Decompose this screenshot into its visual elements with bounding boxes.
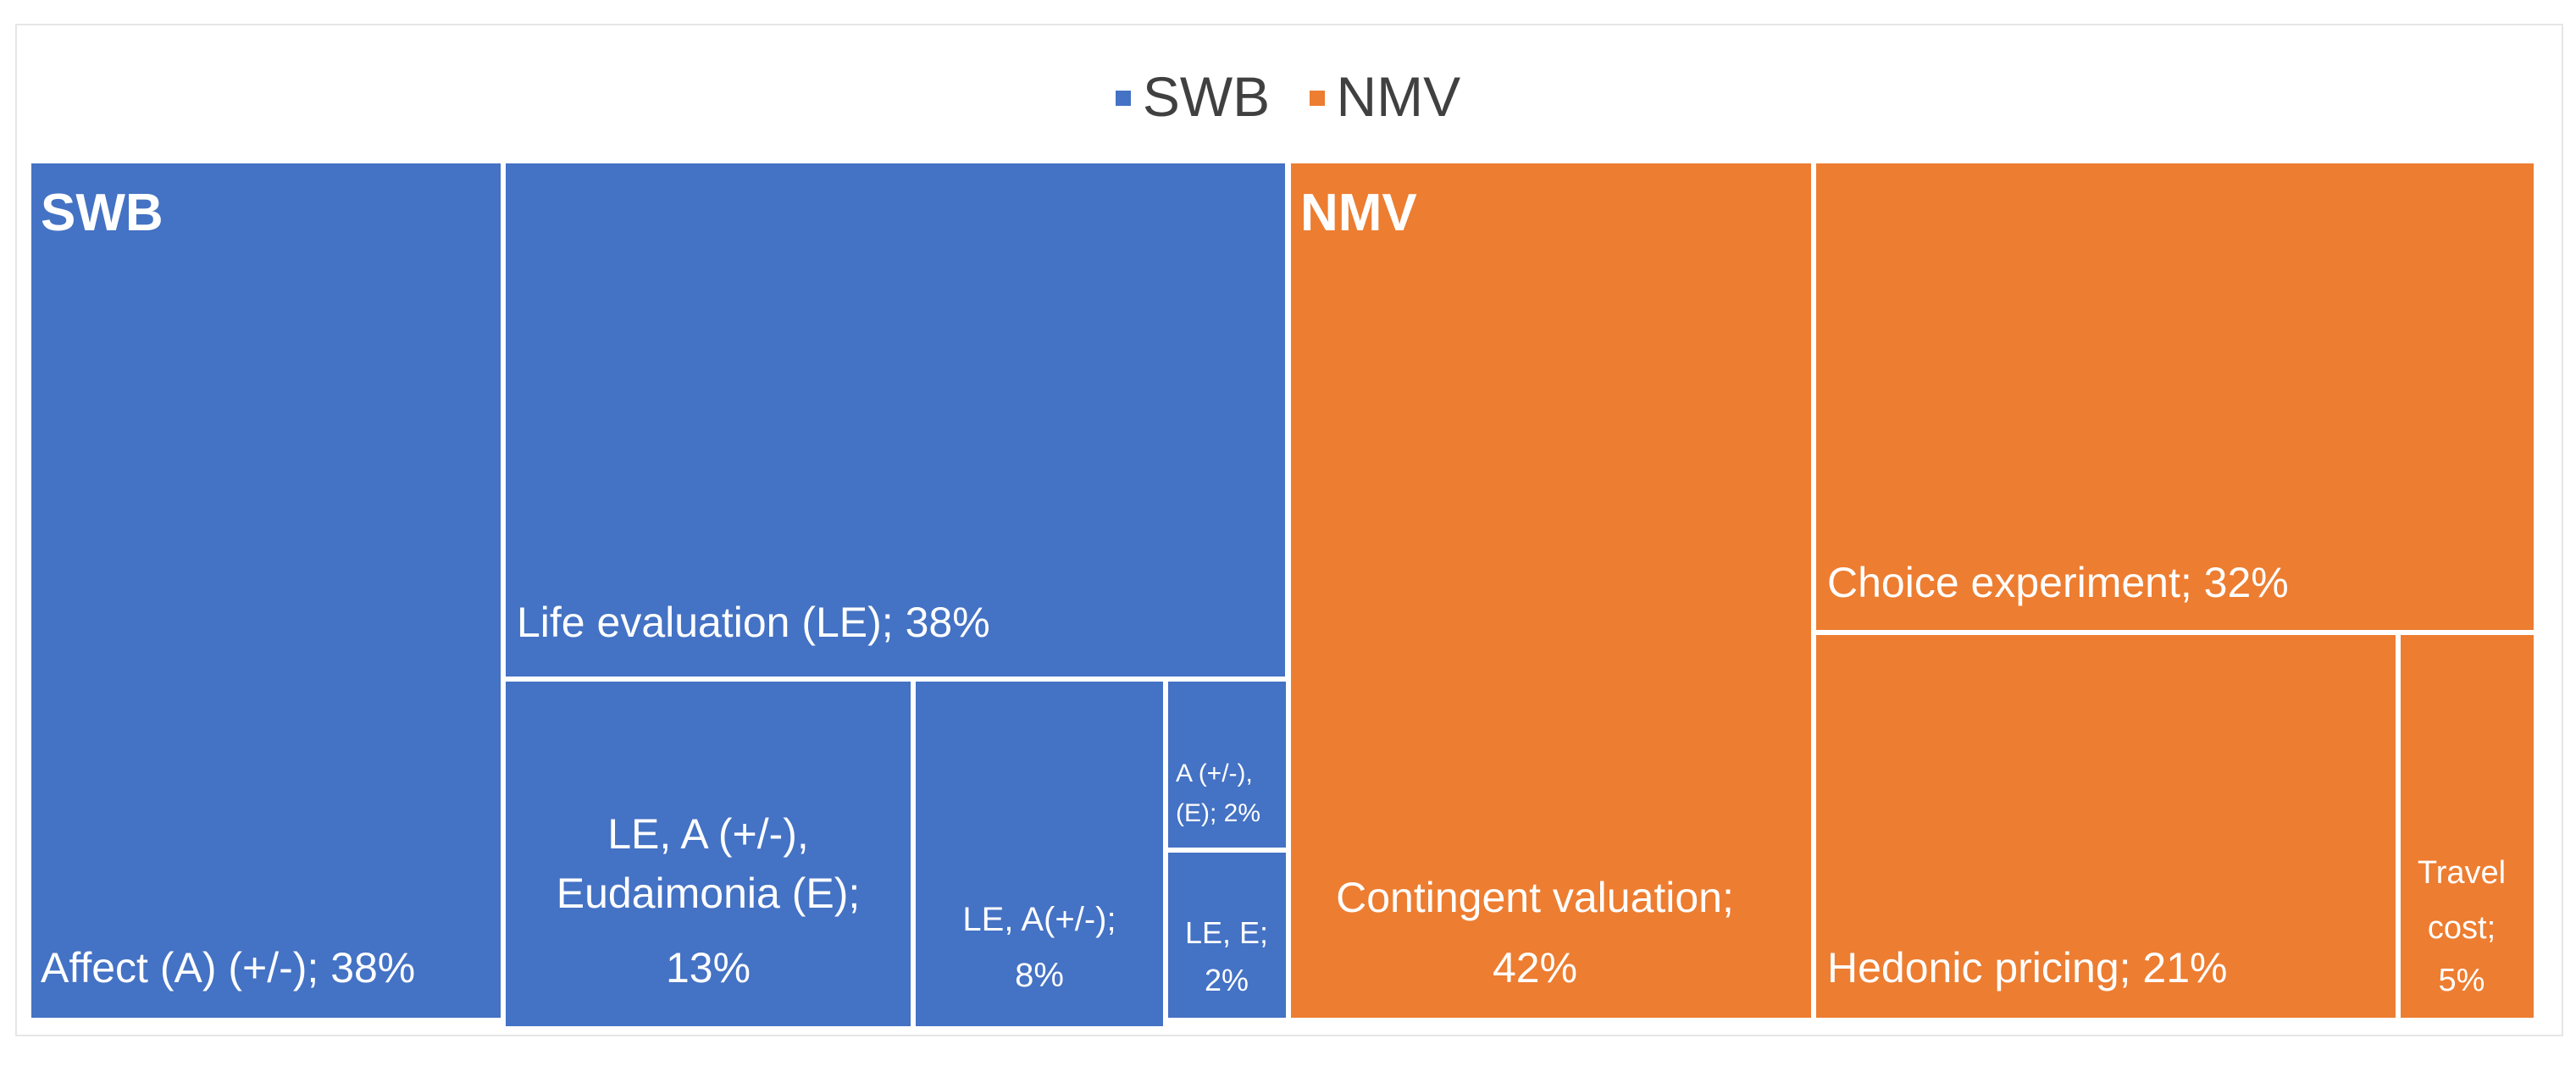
legend-swatch-swb	[1115, 90, 1131, 106]
tile-nmv-2	[1811, 630, 2401, 1023]
legend: SWB NMV	[0, 63, 2576, 130]
legend-label-swb: SWB	[1142, 65, 1271, 128]
group-header-nmv: NMV	[1300, 184, 1417, 242]
tile-nmv-1	[1811, 158, 2539, 635]
tile-label-swb-5: LE, E; 2%	[1185, 915, 1268, 997]
tile-swb-0	[26, 158, 506, 1023]
tile-label-swb-3: LE, A(+/-); 8%	[962, 901, 1116, 994]
tile-label-nmv-1: Choice experiment; 32%	[1827, 559, 2289, 606]
group-header-swb: SWB	[41, 184, 163, 242]
tile-label-swb-4: A (+/-), (E); 2%	[1176, 759, 1260, 827]
tile-swb-1	[501, 158, 1290, 682]
tile-swb-3	[911, 677, 1168, 1031]
tile-swb-4	[1163, 677, 1291, 853]
tile-label-swb-0: Affect (A) (+/-); 38%	[41, 944, 415, 991]
tile-label-swb-1: Life evaluation (LE); 38%	[517, 599, 990, 646]
legend-item-swb: SWB	[1115, 63, 1271, 130]
tile-label-nmv-0: Contingent valuation; 42%	[1336, 874, 1734, 991]
tile-label-swb-2: LE, A (+/-), Eudaimonia (E); 13%	[557, 810, 861, 991]
legend-item-nmv: NMV	[1309, 63, 1461, 130]
tile-label-nmv-2: Hedonic pricing; 21%	[1827, 944, 2228, 991]
tile-label-nmv-3: Travel cost; 5%	[2418, 855, 2506, 998]
tile-nmv-3	[2396, 630, 2539, 1023]
tile-swb-2	[501, 677, 916, 1031]
legend-label-nmv: NMV	[1336, 65, 1461, 128]
legend-swatch-nmv	[1309, 90, 1325, 106]
